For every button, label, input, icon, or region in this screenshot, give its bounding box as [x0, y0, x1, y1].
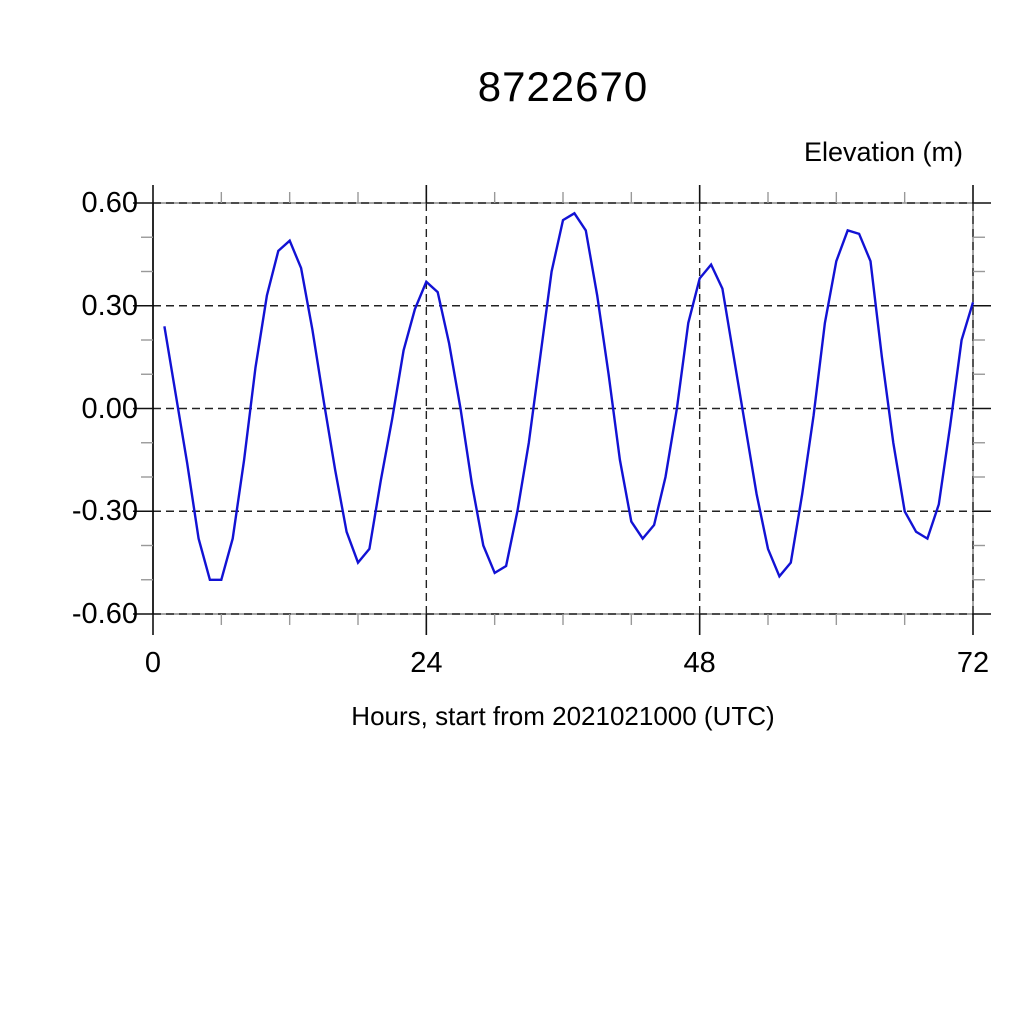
y-tick-label: 0.30 — [81, 289, 138, 322]
elevation-series-line — [163, 211, 975, 581]
x-tick-label: 48 — [683, 647, 716, 679]
y-tick-label: -0.30 — [71, 495, 138, 528]
x-tick-label: 72 — [956, 647, 990, 679]
x-tick-label: 24 — [410, 647, 443, 679]
y-tick-label: -0.60 — [71, 598, 138, 630]
y-tick-label: 0.00 — [81, 392, 138, 425]
y-tick-label: 0.60 — [81, 187, 138, 219]
y-axis-unit-label: Elevation (m) — [803, 137, 963, 167]
x-axis-title: Hours, start from 2021021000 (UTC) — [351, 701, 775, 731]
x-tick-label: 0 — [144, 647, 162, 679]
chart-title: 8722670 — [477, 63, 649, 110]
